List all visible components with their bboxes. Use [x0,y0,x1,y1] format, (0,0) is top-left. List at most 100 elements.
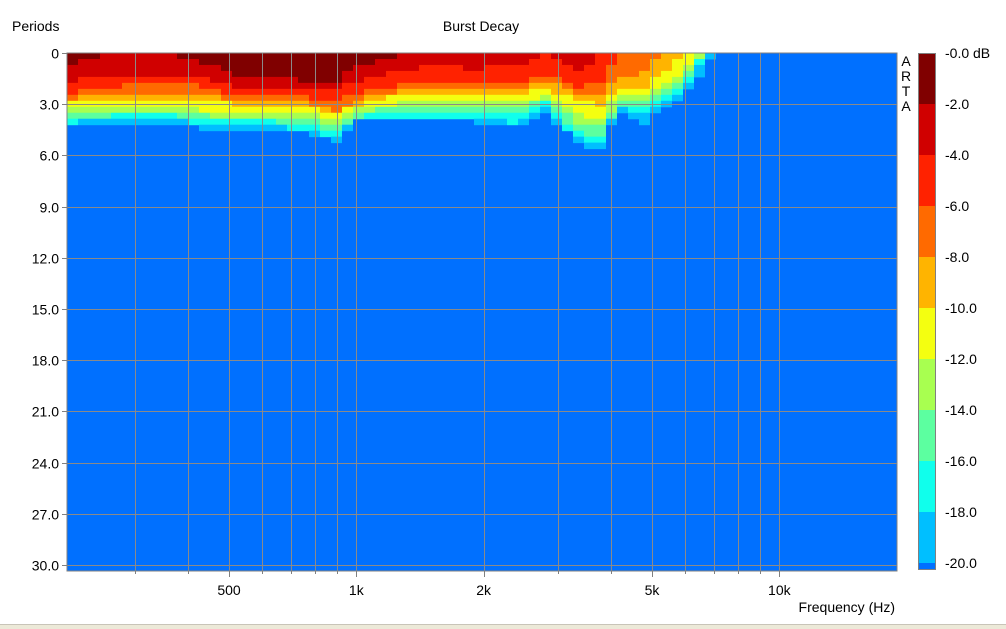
x-axis-label: Frequency (Hz) [799,599,895,615]
heatmap-cell [507,82,518,90]
heatmap-cell [540,94,551,102]
heatmap-cell [496,112,507,120]
heatmap-cell [705,53,716,60]
heatmap-cell [683,64,694,72]
heatmap-cell [342,82,353,96]
heatmap-cell [342,53,353,72]
heatmap-cell [177,112,188,120]
heatmap-cell [221,100,232,114]
heatmap-cell [408,88,419,96]
heatmap-cell [199,94,210,102]
heatmap-cell [221,94,232,102]
heatmap-cell [221,82,232,96]
heatmap-cell [551,76,562,84]
heatmap-cell [276,106,287,114]
colorbar-band [918,410,936,461]
heatmap-cell [199,53,210,66]
heatmap-cell [353,53,364,66]
heatmap-cell [232,53,243,78]
heatmap-cell [518,88,529,96]
heatmap-cell [650,53,661,60]
heatmap-cell [573,100,584,114]
heatmap-cell [386,88,397,96]
heatmap-cell [694,64,705,78]
colorbar-floor [918,563,936,570]
heatmap-cell [199,64,210,78]
heatmap-cell [617,94,628,102]
heatmap-cell [562,112,573,126]
heatmap-cell [408,53,419,72]
heatmap-cell [320,130,331,138]
heatmap-cell [331,53,342,84]
heatmap-cell [199,112,210,120]
heatmap-cell [518,53,529,66]
heatmap-cell [573,124,584,132]
heatmap-cell [100,76,111,90]
heatmap-cell [529,76,540,84]
heatmap-cell [199,100,210,114]
colorbar-label: -20.0 [945,555,977,571]
heatmap-cell [683,82,694,90]
heatmap-cell [375,112,386,120]
heatmap-cell [287,106,298,114]
heatmap-cell [188,94,199,102]
heatmap-cell [144,76,155,84]
heatmap-cell [430,64,441,84]
heatmap-cell [496,64,507,84]
heatmap-cell [177,53,188,60]
heatmap-cell [320,106,331,114]
heatmap-cell [639,53,650,72]
heatmap-cell [331,82,342,90]
watermark-letter: T [902,83,911,99]
heatmap-cell [595,53,606,84]
heatmap-cell [188,76,199,84]
heatmap-cell [474,88,485,96]
heatmap-cell [122,94,133,102]
heatmap-cell [628,53,639,78]
heatmap-cell [529,106,540,114]
heatmap-cell [672,58,683,78]
heatmap-cell [133,76,144,84]
y-axis-label: Periods [12,18,59,34]
heatmap-cell [518,82,529,90]
heatmap-cell [584,82,595,96]
heatmap-cell [474,106,485,114]
colorbar-band [918,104,936,155]
heatmap-cell [320,53,331,84]
heatmap-cell [89,76,100,90]
heatmap-cell [309,124,320,132]
heatmap-cell [298,82,309,90]
watermark-letter: R [901,68,911,84]
colorbar: -0.0 dB -2.0 -4.0 -6.0 -8.0 -10.0 -12.0 -14.0 -1… [918,45,990,571]
heatmap-cell [89,94,100,102]
heatmap-cell [232,112,243,120]
heatmap-cell [353,94,364,102]
heatmap-cell [397,82,408,90]
heatmap-cell [111,106,122,114]
heatmap-cell [221,53,232,72]
heatmap-cell [419,88,430,96]
heatmap-cell [133,118,144,126]
heatmap-cell [320,88,331,102]
heatmap-cell [331,118,342,126]
y-tick-label: 24.0 [32,456,59,472]
x-tick-label: 10k [768,582,792,598]
heatmap-cell [111,88,122,96]
colorbar-band [918,257,936,308]
heatmap-cell [155,94,166,102]
heatmap-cell [584,53,595,66]
heatmap-cell [232,88,243,96]
heatmap-cell [342,118,353,126]
heatmap-cell [573,112,584,126]
heatmap-cell [298,118,309,126]
heatmap-cell [78,94,89,102]
heatmap-cell [67,82,78,96]
heatmap-cell [210,94,221,102]
heatmap-cell [518,112,529,120]
heatmap-cell [331,100,342,114]
heatmap-cell [133,106,144,114]
heatmap-cell [100,94,111,102]
colorbar-band [918,461,936,512]
colorbar-label: -8.0 [945,249,969,265]
